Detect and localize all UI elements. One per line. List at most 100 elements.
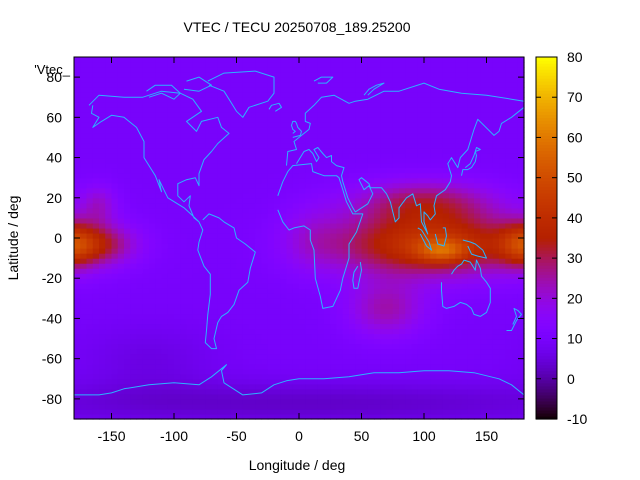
heatmap-cell — [267, 398, 275, 405]
heatmap-cell — [174, 112, 181, 118]
heatmap-cell — [355, 162, 363, 169]
heatmap-cell — [124, 383, 131, 390]
heatmap-cell — [74, 117, 81, 123]
heatmap-cell — [286, 378, 294, 385]
heatmap-cell — [467, 273, 475, 279]
heatmap-cell — [161, 378, 169, 385]
heatmap-cell — [380, 323, 388, 330]
heatmap-cell — [355, 313, 363, 320]
heatmap-cell — [305, 238, 313, 244]
heatmap-cell — [317, 398, 325, 405]
heatmap-cell — [386, 283, 394, 289]
heatmap-cell — [199, 378, 206, 385]
heatmap-cell — [111, 232, 119, 239]
heatmap-cell — [236, 278, 244, 284]
heatmap-cell — [74, 177, 81, 184]
heatmap-cell — [505, 303, 513, 309]
heatmap-cell — [355, 243, 363, 249]
heatmap-cell — [249, 278, 256, 284]
heatmap-cell — [467, 187, 475, 194]
heatmap-cell — [205, 348, 213, 355]
heatmap-cell — [424, 323, 431, 330]
heatmap-cell — [255, 318, 263, 325]
heatmap-cell — [455, 132, 463, 139]
heatmap-cell — [99, 102, 106, 108]
heatmap-cell — [349, 62, 356, 68]
heatmap-cell — [361, 197, 369, 204]
heatmap-cell — [255, 77, 263, 83]
heatmap-cell — [80, 323, 88, 330]
heatmap-cell — [286, 278, 294, 284]
heatmap-cell — [130, 162, 138, 169]
heatmap-cell — [480, 268, 488, 274]
heatmap-cell — [292, 408, 300, 415]
heatmap-cell — [361, 293, 369, 299]
heatmap-cell — [224, 278, 231, 284]
heatmap-cell — [186, 273, 194, 279]
heatmap-cell — [80, 117, 88, 123]
heatmap-cell — [267, 152, 275, 159]
heatmap-cell — [130, 248, 138, 254]
heatmap-cell — [86, 368, 94, 375]
heatmap-cell — [261, 253, 269, 259]
heatmap-cell — [349, 238, 356, 244]
heatmap-cell — [311, 187, 319, 194]
heatmap-cell — [367, 298, 375, 304]
heatmap-cell — [317, 112, 325, 118]
heatmap-cell — [436, 308, 444, 315]
heatmap-cell — [236, 212, 244, 219]
heatmap-cell — [292, 182, 300, 189]
heatmap-cell — [274, 343, 281, 350]
heatmap-cell — [155, 393, 163, 400]
heatmap-cell — [492, 258, 500, 264]
heatmap-cell — [180, 182, 188, 189]
heatmap-cell — [380, 238, 388, 244]
heatmap-cell — [249, 132, 256, 139]
heatmap-cell — [299, 258, 306, 264]
heatmap-cell — [486, 258, 494, 264]
heatmap-cell — [405, 187, 413, 194]
heatmap-cell — [424, 263, 431, 269]
heatmap-cell — [336, 57, 344, 63]
heatmap-cell — [392, 92, 400, 98]
heatmap-cell — [242, 368, 250, 375]
heatmap-cell — [392, 308, 400, 315]
heatmap-cell — [374, 383, 381, 390]
heatmap-cell — [111, 413, 119, 420]
heatmap-cell — [105, 57, 113, 63]
heatmap-cell — [155, 137, 163, 144]
heatmap-cell — [267, 192, 275, 199]
heatmap-cell — [474, 212, 481, 219]
heatmap-cell — [461, 82, 469, 88]
heatmap-cell — [80, 363, 88, 370]
heatmap-cell — [111, 97, 119, 103]
heatmap-cell — [217, 308, 225, 315]
heatmap-cell — [167, 217, 175, 224]
heatmap-cell — [311, 127, 319, 134]
heatmap-cell — [92, 298, 100, 304]
heatmap-cell — [142, 77, 150, 83]
heatmap-cell — [361, 117, 369, 123]
heatmap-cell — [305, 232, 313, 239]
heatmap-cell — [449, 273, 456, 279]
heatmap-cell — [311, 238, 319, 244]
heatmap-cell — [186, 187, 194, 194]
heatmap-cell — [211, 187, 219, 194]
heatmap-cell — [399, 192, 406, 199]
heatmap-cell — [492, 273, 500, 279]
heatmap-cell — [361, 77, 369, 83]
heatmap-cell — [467, 388, 475, 395]
heatmap-cell — [142, 117, 150, 123]
heatmap-cell — [180, 313, 188, 320]
heatmap-cell — [355, 263, 363, 269]
heatmap-cell — [436, 323, 444, 330]
heatmap-cell — [374, 62, 381, 68]
heatmap-cell — [174, 72, 181, 78]
heatmap-cell — [317, 283, 325, 289]
heatmap-cell — [192, 308, 200, 315]
heatmap-cell — [474, 92, 481, 98]
heatmap-cell — [305, 102, 313, 108]
heatmap-cell — [92, 368, 100, 375]
heatmap-cell — [386, 403, 394, 410]
heatmap-cell — [317, 117, 325, 123]
